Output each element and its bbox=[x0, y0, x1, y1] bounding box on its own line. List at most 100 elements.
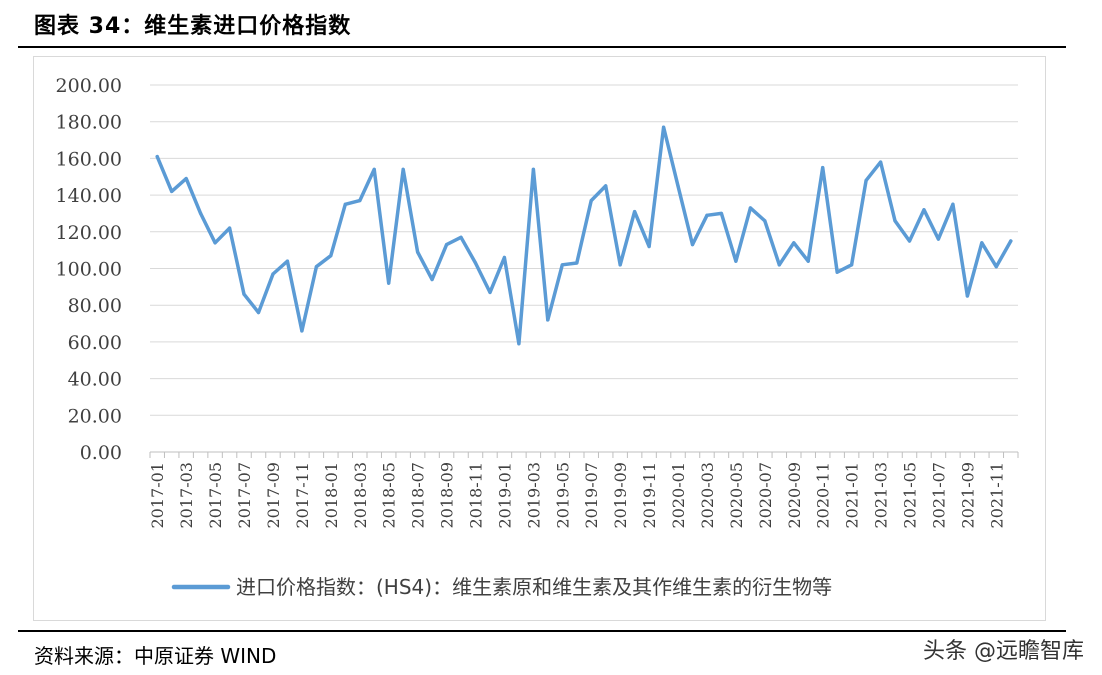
data-point bbox=[965, 294, 969, 298]
data-point bbox=[285, 259, 290, 263]
x-tick-label: 2017-09 bbox=[264, 462, 283, 528]
x-tick-label: 2017-07 bbox=[235, 462, 254, 528]
data-point bbox=[473, 261, 478, 265]
x-tick-label: 2019-07 bbox=[582, 462, 601, 528]
x-tick-label: 2018-11 bbox=[467, 462, 486, 528]
data-point bbox=[994, 265, 998, 269]
data-point bbox=[878, 160, 883, 164]
data-point bbox=[936, 237, 941, 241]
data-point bbox=[314, 265, 318, 269]
data-point bbox=[372, 167, 376, 172]
data-point bbox=[517, 342, 521, 346]
data-point bbox=[792, 241, 796, 245]
title-rule bbox=[18, 46, 1066, 48]
data-point bbox=[199, 211, 203, 216]
data-point bbox=[604, 184, 608, 188]
y-tick-label: 40.00 bbox=[68, 369, 122, 391]
watermark: 头条 @远瞻智库 bbox=[923, 639, 1084, 664]
data-point bbox=[777, 263, 781, 267]
data-point bbox=[546, 318, 550, 322]
x-tick-label: 2020-03 bbox=[698, 462, 717, 528]
data-point bbox=[256, 310, 261, 315]
data-point bbox=[242, 292, 246, 296]
x-tick-label: 2018-03 bbox=[351, 462, 370, 528]
data-point bbox=[719, 211, 724, 216]
y-tick-label: 60.00 bbox=[68, 332, 122, 354]
x-tick-label: 2020-09 bbox=[785, 462, 804, 528]
x-tick-label: 2017-03 bbox=[177, 462, 196, 528]
data-point bbox=[401, 167, 405, 172]
x-tick-label: 2021-05 bbox=[901, 462, 920, 528]
x-tick-label: 2018-05 bbox=[380, 462, 399, 528]
y-tick-label: 180.00 bbox=[56, 112, 122, 134]
x-tick-label: 2019-03 bbox=[524, 462, 543, 528]
data-point bbox=[1009, 239, 1013, 243]
y-tick-label: 20.00 bbox=[68, 405, 122, 427]
chart-figure-title: 图表 34：维生素进口价格指数 bbox=[34, 14, 352, 39]
data-point bbox=[170, 189, 174, 194]
data-point bbox=[980, 241, 984, 245]
x-tick-label: 2021-01 bbox=[843, 462, 862, 528]
data-point bbox=[821, 165, 825, 170]
data-point bbox=[864, 178, 868, 183]
series-line bbox=[155, 125, 1013, 346]
data-point bbox=[676, 184, 680, 188]
chart-frame bbox=[33, 56, 1046, 621]
y-tick-label: 80.00 bbox=[68, 295, 122, 317]
data-point bbox=[907, 239, 912, 243]
x-tick-label: 2019-11 bbox=[640, 462, 659, 528]
data-point bbox=[488, 290, 492, 294]
data-point bbox=[459, 235, 463, 239]
x-tick-label: 2021-11 bbox=[987, 462, 1006, 528]
data-point bbox=[416, 250, 420, 254]
x-tick-label: 2020-07 bbox=[756, 462, 775, 528]
x-tick-label: 2019-05 bbox=[553, 462, 572, 528]
data-point bbox=[227, 226, 232, 230]
x-tick-label: 2021-07 bbox=[929, 462, 948, 528]
x-tick-label: 2021-03 bbox=[872, 462, 891, 528]
source-rule bbox=[18, 630, 1066, 632]
x-tick-label: 2018-07 bbox=[409, 462, 428, 528]
x-tick-label: 2020-01 bbox=[669, 462, 688, 528]
data-point bbox=[155, 154, 159, 159]
data-point bbox=[633, 210, 637, 214]
data-point bbox=[444, 243, 449, 247]
data-point bbox=[647, 244, 651, 249]
y-tick-label: 0.00 bbox=[80, 442, 122, 464]
x-tick-label: 2017-05 bbox=[206, 462, 225, 528]
data-point bbox=[661, 125, 666, 129]
data-point bbox=[763, 219, 767, 223]
x-tick-label: 2019-01 bbox=[495, 462, 514, 528]
data-point bbox=[690, 243, 695, 247]
x-tick-label: 2019-09 bbox=[611, 462, 630, 528]
data-point bbox=[502, 255, 507, 260]
data-point bbox=[705, 213, 709, 217]
data-point bbox=[850, 263, 854, 267]
data-point bbox=[430, 277, 434, 282]
data-point bbox=[184, 176, 188, 181]
x-tick-label: 2021-09 bbox=[958, 462, 977, 528]
legend-label: 进口价格指数：(HS4)：维生素原和维生素及其作维生素的衍生物等 bbox=[236, 575, 832, 599]
data-point bbox=[329, 254, 333, 258]
data-point bbox=[575, 261, 579, 265]
x-tick-label: 2018-09 bbox=[438, 462, 457, 528]
data-point bbox=[618, 263, 622, 267]
x-tick-label: 2017-11 bbox=[293, 462, 312, 528]
data-point bbox=[734, 259, 738, 263]
x-tick-label: 2017-01 bbox=[148, 462, 167, 528]
data-point bbox=[213, 241, 217, 245]
data-point bbox=[300, 329, 304, 333]
data-point bbox=[358, 199, 362, 203]
source-note: 资料来源：中原证券 WIND bbox=[34, 644, 277, 668]
y-tick-label: 120.00 bbox=[56, 222, 122, 244]
data-point bbox=[531, 167, 535, 172]
data-point bbox=[951, 202, 955, 206]
data-point bbox=[835, 270, 839, 274]
data-point bbox=[922, 208, 926, 212]
y-tick-label: 160.00 bbox=[56, 148, 122, 170]
data-point bbox=[271, 272, 275, 276]
data-point bbox=[387, 281, 391, 285]
y-tick-label: 140.00 bbox=[56, 185, 122, 207]
y-tick-label: 100.00 bbox=[56, 259, 122, 281]
